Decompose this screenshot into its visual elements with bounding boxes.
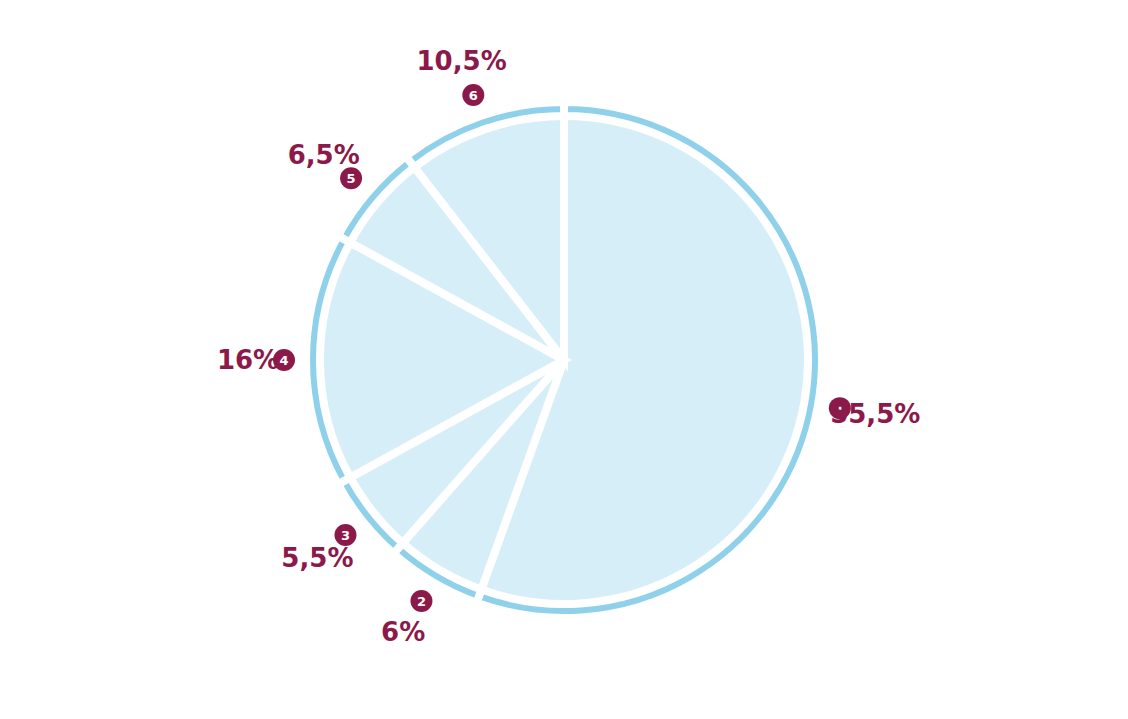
svg-text:6,5%: 6,5% xyxy=(288,140,360,170)
svg-text:5: 5 xyxy=(347,171,356,186)
svg-text:6%: 6% xyxy=(381,617,425,647)
svg-text:6: 6 xyxy=(469,88,478,103)
svg-text:4: 4 xyxy=(279,353,288,368)
svg-text:2: 2 xyxy=(417,594,426,609)
svg-text:3: 3 xyxy=(341,528,350,543)
svg-text:16%: 16% xyxy=(217,345,279,375)
svg-text:10,5%: 10,5% xyxy=(417,46,507,76)
svg-text:5,5%: 5,5% xyxy=(281,543,353,573)
svg-text:55,5%: 55,5% xyxy=(830,399,920,429)
